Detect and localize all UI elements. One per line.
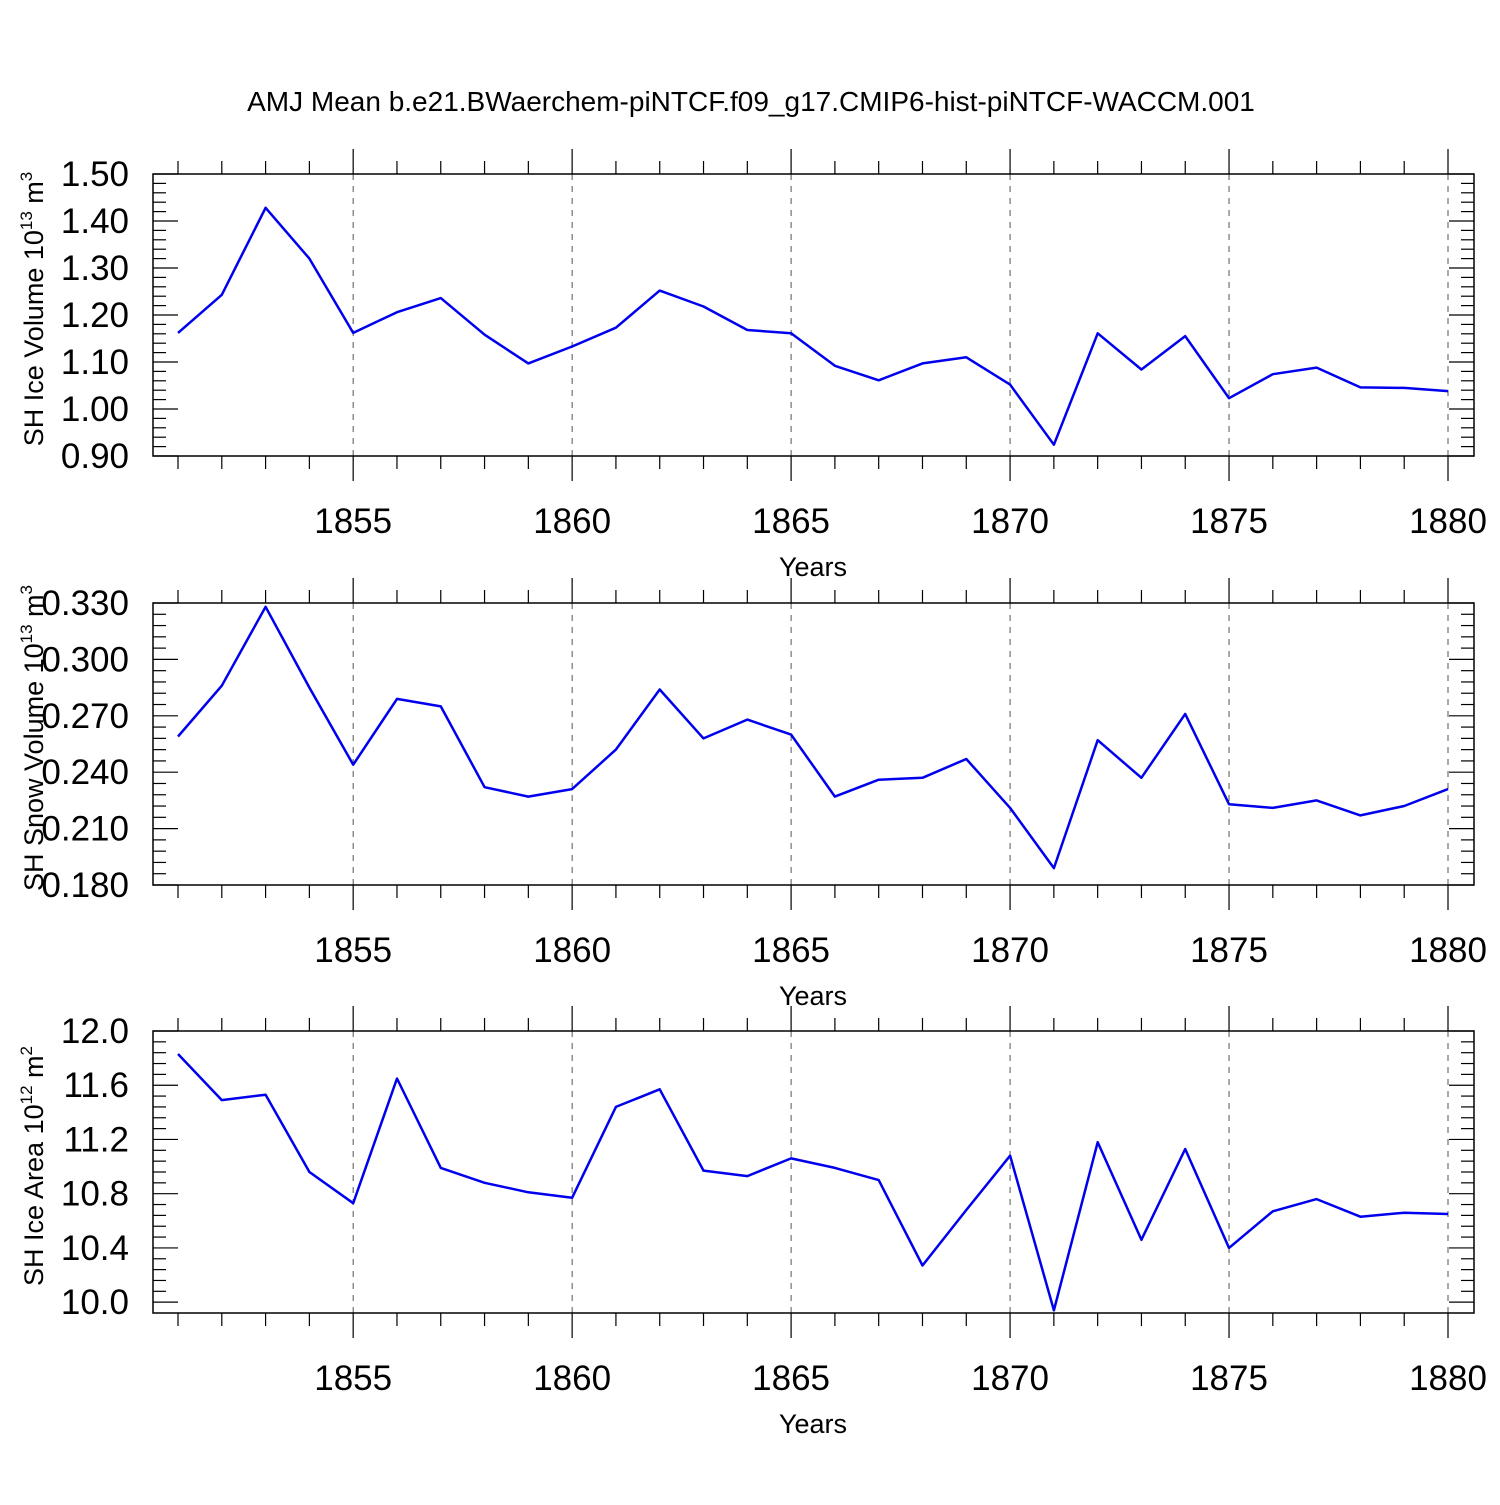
x-tick-label: 1870 bbox=[971, 502, 1049, 541]
x-tick-label: 1870 bbox=[971, 1359, 1049, 1398]
x-tick-label: 1875 bbox=[1190, 1359, 1268, 1398]
x-tick-label: 1865 bbox=[752, 1359, 830, 1398]
x-tick-label: 1855 bbox=[314, 1359, 392, 1398]
y-tick-label: 11.2 bbox=[63, 1120, 129, 1159]
y-tick-label: 0.240 bbox=[41, 753, 129, 792]
y-tick-label: 0.330 bbox=[41, 584, 129, 623]
y-axis-title-part: SH Snow Volume 10 bbox=[19, 643, 49, 891]
y-tick-label: 0.180 bbox=[41, 866, 129, 905]
y-axis-title-superscript: 3 bbox=[17, 585, 36, 594]
x-tick-label: 1860 bbox=[533, 931, 611, 970]
y-tick-label: 10.8 bbox=[61, 1175, 129, 1214]
x-tick-label: 1865 bbox=[752, 502, 830, 541]
plot-frame bbox=[152, 1030, 1475, 1314]
x-tick-label: 1875 bbox=[1190, 931, 1268, 970]
x-axis-title: Years bbox=[779, 552, 847, 582]
x-tick-label: 1875 bbox=[1190, 502, 1268, 541]
y-tick-label: 1.10 bbox=[61, 343, 129, 382]
series-line bbox=[177, 206, 1449, 446]
x-axis-title: Years bbox=[779, 981, 847, 1011]
x-tick-label: 1855 bbox=[314, 502, 392, 541]
y-axis-title: SH Ice Area 1012 m2 bbox=[17, 1046, 49, 1286]
chart-panel-ice-area: 1855 1860 1865 1870 1875 1880 10.0 10.4 10.8 11.2… bbox=[17, 1006, 1487, 1439]
y-tick-label: 1.40 bbox=[61, 202, 129, 241]
plot-frame bbox=[152, 173, 1475, 457]
y-tick-label: 0.90 bbox=[61, 437, 129, 476]
chart-panel-ice-volume: 1855 1860 1865 1870 1875 1880 0.90 1.00 1.10 1.20… bbox=[17, 149, 1487, 582]
y-axis-title-superscript: 13 bbox=[17, 211, 36, 230]
series-line bbox=[177, 605, 1449, 870]
y-axis-title-part: m bbox=[19, 181, 49, 211]
x-tick-label: 1865 bbox=[752, 931, 830, 970]
y-tick-label: 1.50 bbox=[61, 155, 129, 194]
x-tick-label: 1860 bbox=[533, 502, 611, 541]
y-axis-title-part: m bbox=[19, 594, 49, 624]
y-axis-title-superscript: 13 bbox=[17, 624, 36, 643]
y-tick-label: 10.4 bbox=[61, 1229, 129, 1268]
y-tick-label: 1.30 bbox=[61, 249, 129, 288]
y-tick-label: 0.270 bbox=[41, 697, 129, 736]
x-tick-label: 1880 bbox=[1409, 1359, 1487, 1398]
y-axis-title-superscript: 3 bbox=[17, 172, 36, 181]
plot-frame bbox=[152, 602, 1475, 886]
y-tick-label: 1.00 bbox=[61, 390, 129, 429]
y-axis-title-superscript: 12 bbox=[17, 1085, 36, 1104]
y-tick-label: 1.20 bbox=[61, 296, 129, 335]
x-tick-label: 1880 bbox=[1409, 502, 1487, 541]
y-axis-title: SH Ice Volume 1013 m3 bbox=[17, 172, 49, 447]
y-tick-label: 10.0 bbox=[61, 1283, 129, 1322]
chart-panel-snow-volume: 1855 1860 1865 1870 1875 1880 0.180 0.210 0.240 0… bbox=[17, 578, 1487, 1011]
y-axis-title-part: SH Ice Volume 10 bbox=[19, 230, 49, 446]
figure-title: AMJ Mean b.e21.BWaerchem-piNTCF.f09_g17.… bbox=[247, 86, 1255, 117]
series-line bbox=[177, 1053, 1449, 1312]
y-tick-label: 11.6 bbox=[63, 1066, 129, 1105]
y-tick-label: 12.0 bbox=[61, 1012, 129, 1051]
x-tick-label: 1860 bbox=[533, 1359, 611, 1398]
y-axis-title-part: SH Ice Area 10 bbox=[19, 1104, 49, 1286]
x-tick-label: 1870 bbox=[971, 931, 1049, 970]
y-axis-title-part: m bbox=[19, 1055, 49, 1085]
y-tick-label: 0.300 bbox=[41, 640, 129, 679]
x-axis-title: Years bbox=[779, 1409, 847, 1439]
y-axis-title: SH Snow Volume 1013 m3 bbox=[17, 585, 49, 891]
y-axis-title-superscript: 2 bbox=[17, 1046, 36, 1055]
y-tick-label: 0.210 bbox=[41, 810, 129, 849]
x-tick-label: 1855 bbox=[314, 931, 392, 970]
x-tick-label: 1880 bbox=[1409, 931, 1487, 970]
